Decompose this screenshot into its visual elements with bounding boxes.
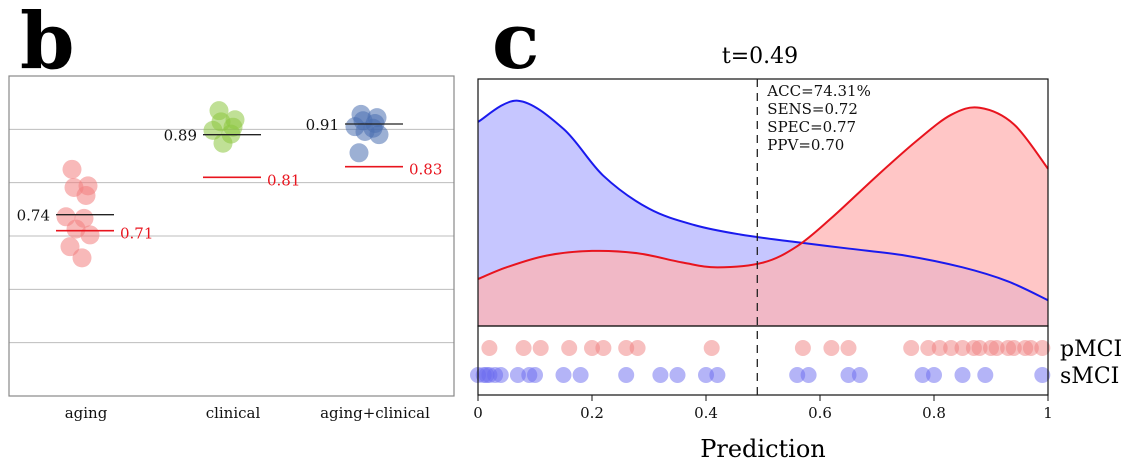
rug-point-smci — [618, 367, 635, 383]
rug-point-smci — [492, 367, 509, 383]
mean-label: 0.74 — [17, 207, 50, 225]
category-label: aging+clinical — [320, 404, 430, 422]
rug-point-pmci — [943, 340, 960, 356]
rug-point-pmci — [629, 340, 646, 356]
rug-point-smci — [789, 367, 806, 383]
rug-point-pmci — [481, 340, 498, 356]
metric-annotation: ACC=74.31% — [766, 82, 871, 100]
panel-c-rug — [470, 340, 1051, 383]
category-label: clinical — [206, 404, 261, 422]
rug-point-pmci — [703, 340, 720, 356]
x-tick-label: 0.4 — [694, 404, 718, 422]
panel-c-xlabel: Prediction — [700, 435, 826, 463]
rug-point-pmci — [1022, 340, 1039, 356]
panel-c-density — [477, 99, 1049, 327]
data-point — [369, 125, 389, 145]
rug-point-smci — [954, 367, 971, 383]
rug-point-smci — [1034, 367, 1051, 383]
panel-b-lines: 0.74 0.71 0.89 0.81 0.91 0.83 — [17, 116, 443, 243]
x-tick-label: 0.8 — [922, 404, 946, 422]
rug-point-smci — [509, 367, 526, 383]
rug-point-pmci — [931, 340, 948, 356]
metric-annotation: SENS=0.72 — [767, 100, 858, 118]
rug-label-smci: sMCI — [1060, 364, 1119, 389]
x-tick-label: 0.2 — [580, 404, 604, 422]
x-tick-label: 0.6 — [808, 404, 832, 422]
rug-point-smci — [709, 367, 726, 383]
rug-point-pmci — [954, 340, 971, 356]
baseline-label: 0.81 — [267, 171, 300, 189]
panel-b-label: b — [20, 0, 75, 87]
x-tick-label: 1 — [1043, 404, 1053, 422]
data-point — [213, 133, 233, 153]
metric-annotation: PPV=0.70 — [767, 136, 844, 154]
rug-point-pmci — [584, 340, 600, 356]
rug-point-pmci — [515, 340, 532, 356]
panel-c-x-axis: 0 0.2 0.4 0.6 0.8 1 — [473, 395, 1053, 422]
panel-b-points — [56, 101, 389, 268]
rug-point-smci — [652, 367, 669, 383]
rug-label-pmci: pMCI — [1060, 337, 1122, 362]
data-point — [349, 143, 369, 163]
rug-point-smci — [926, 367, 942, 383]
mean-label: 0.91 — [306, 116, 339, 134]
data-point — [60, 237, 80, 257]
panel-b-category-labels: aging clinical aging+clinical — [65, 404, 430, 422]
rug-point-pmci — [840, 340, 857, 356]
panel-c-title: t=0.49 — [722, 44, 798, 69]
rug-point-pmci — [1034, 340, 1051, 356]
rug-point-smci — [669, 367, 686, 383]
rug-point-smci — [851, 367, 868, 383]
baseline-label: 0.71 — [120, 225, 153, 243]
rug-point-pmci — [903, 340, 920, 356]
panel-b-frame — [8, 75, 455, 397]
density-line-pmci — [477, 106, 1049, 280]
rug-point-pmci — [1005, 340, 1022, 356]
rug-point-smci — [914, 367, 931, 383]
panel-c-label: c — [492, 0, 540, 87]
rug-point-pmci — [823, 340, 840, 356]
rug-point-smci — [800, 367, 817, 383]
metric-annotation: SPEC=0.77 — [767, 118, 856, 136]
rug-point-pmci — [532, 340, 549, 356]
rug-point-smci — [840, 367, 857, 383]
x-tick-label: 0 — [473, 404, 483, 422]
panel-c-rug-frame — [477, 325, 1049, 396]
data-point — [80, 225, 100, 245]
rug-point-smci — [572, 367, 589, 383]
rug-point-pmci — [618, 340, 635, 356]
rug-point-smci — [527, 367, 543, 383]
rug-point-smci — [977, 367, 994, 383]
rug-point-pmci — [794, 340, 811, 356]
density-area-pmci — [478, 107, 1048, 327]
rug-point-pmci — [595, 340, 612, 356]
rug-point-pmci — [561, 340, 578, 356]
density-line-smci — [477, 99, 1049, 302]
data-point — [62, 159, 82, 179]
rug-point-smci — [698, 367, 714, 383]
category-label: aging — [65, 404, 108, 422]
data-point — [76, 185, 96, 205]
mean-label: 0.89 — [164, 127, 197, 145]
rug-point-smci — [555, 367, 572, 383]
rug-point-pmci — [920, 340, 937, 356]
rug-point-pmci — [988, 340, 1005, 356]
data-point — [72, 248, 92, 268]
rug-point-pmci — [971, 340, 988, 356]
baseline-label: 0.83 — [409, 161, 442, 179]
